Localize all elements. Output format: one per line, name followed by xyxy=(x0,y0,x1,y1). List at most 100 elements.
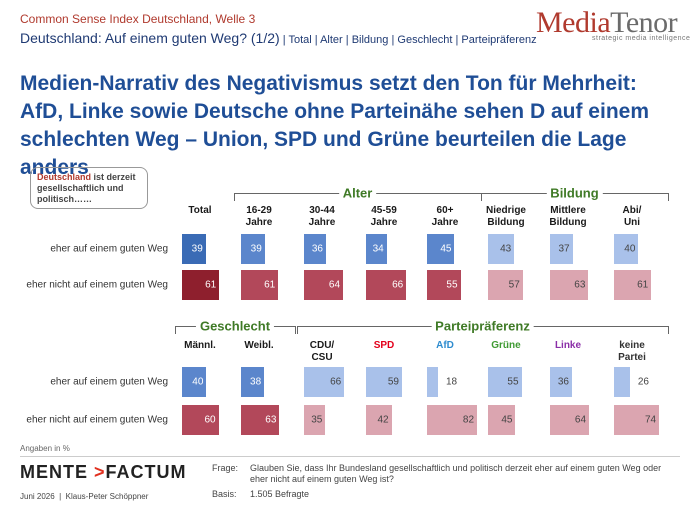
column-header: Niedrige Bildung xyxy=(485,205,526,228)
column-header: Mittlere Bildung xyxy=(549,205,587,228)
logo: MediaTenor xyxy=(536,6,678,40)
value-label: 39 xyxy=(191,243,203,255)
nav: | Total | Alter | Bildung | Geschlecht |… xyxy=(280,34,537,46)
column-header: Linke xyxy=(554,340,582,351)
column-header: Total xyxy=(188,205,212,216)
column-header: 16-29 Jahre xyxy=(245,205,273,228)
group-bracket-end xyxy=(175,326,176,334)
group-label: Geschlecht xyxy=(195,318,275,334)
question-label: Frage: xyxy=(212,463,239,473)
column-header: AfD xyxy=(436,340,454,351)
speech-bubble: Deutschland ist derzeit gesellschaftlich… xyxy=(30,167,148,209)
bar xyxy=(488,234,515,264)
subtitle-row: Deutschland: Auf einem guten Weg? (1/2) … xyxy=(20,30,537,46)
bar xyxy=(427,234,455,264)
bar xyxy=(182,270,220,300)
bar xyxy=(182,234,206,264)
logo-tagline: strategic media intelligence xyxy=(592,35,691,42)
bar xyxy=(550,270,589,300)
bar xyxy=(614,367,630,397)
nav-separator: | xyxy=(279,34,289,46)
bar xyxy=(488,405,516,435)
headline: Medien-Narrativ des Negativismus setzt d… xyxy=(20,70,700,182)
subtitle: Deutschland: Auf einem guten Weg? (1/2) xyxy=(20,30,280,46)
unit-note: Angaben in % xyxy=(20,444,70,453)
nav-separator: | xyxy=(452,34,462,46)
bar xyxy=(488,367,522,397)
value-label: 55 xyxy=(446,279,458,291)
bar xyxy=(241,234,265,264)
nav-item[interactable]: Total xyxy=(288,34,312,46)
row-label: eher nicht auf einem guten Weg xyxy=(26,279,168,291)
brand: MENTE >FACTUM xyxy=(20,462,187,483)
column-header: 45-59 Jahre xyxy=(370,205,398,228)
column-header: 60+ Jahre xyxy=(431,205,459,228)
bar xyxy=(304,234,326,264)
bar xyxy=(304,270,344,300)
column-header: 30-44 Jahre xyxy=(308,205,336,228)
value-label: 40 xyxy=(192,376,204,388)
bar xyxy=(614,270,652,300)
bar xyxy=(614,234,639,264)
value-label: 59 xyxy=(387,376,399,388)
value-label: 66 xyxy=(330,376,342,388)
nav-item[interactable]: Geschlecht xyxy=(397,34,453,46)
row-label: eher nicht auf einem guten Weg xyxy=(26,414,168,426)
bar xyxy=(241,405,280,435)
bar xyxy=(182,367,207,397)
column-header: Grüne xyxy=(491,340,521,351)
date-author: Juni 2026 | Klaus-Peter Schöppner xyxy=(20,492,149,501)
bubble-text: ist derzeit gesellschaftlich und politis… xyxy=(37,172,136,204)
brand-part: FACTUM xyxy=(105,462,187,482)
basis: 1.505 Befragte xyxy=(250,489,310,499)
value-label: 36 xyxy=(557,376,569,388)
bar xyxy=(550,405,590,435)
nav-item[interactable]: Parteipräferenz xyxy=(461,34,537,46)
bar xyxy=(366,367,402,397)
row-label: eher auf einem guten Weg xyxy=(50,243,168,255)
group-bracket-end xyxy=(481,193,482,201)
bar xyxy=(427,405,478,435)
headline-line: Medien-Narrativ des Negativismus setzt d… xyxy=(20,72,637,95)
value-label: 43 xyxy=(500,243,512,255)
bar xyxy=(550,367,572,397)
value-label: 36 xyxy=(311,243,323,255)
value-label: 40 xyxy=(624,243,636,255)
bar xyxy=(304,367,345,397)
value-label: 35 xyxy=(311,414,323,426)
brand-part: MENTE xyxy=(20,462,88,482)
value-label: 42 xyxy=(377,414,389,426)
group-bracket-end xyxy=(234,193,235,201)
bar xyxy=(241,367,265,397)
group-label: Bildung xyxy=(546,185,603,201)
bar xyxy=(427,270,461,300)
nav-separator: | xyxy=(342,34,352,46)
value-label: 26 xyxy=(637,376,649,388)
value-label: 38 xyxy=(250,376,262,388)
logo-part: Media xyxy=(536,6,611,39)
bar xyxy=(550,234,573,264)
separator xyxy=(20,456,680,457)
value-label: 57 xyxy=(508,279,520,291)
bar xyxy=(366,405,392,435)
nav-item[interactable]: Alter xyxy=(320,34,343,46)
value-label: 45 xyxy=(440,243,452,255)
nav-item[interactable]: Bildung xyxy=(351,34,389,46)
value-label: 64 xyxy=(574,414,587,426)
column-header: Weibl. xyxy=(244,340,274,351)
column-header: CDU/ CSU xyxy=(309,340,335,363)
kicker: Common Sense Index Deutschland, Welle 3 xyxy=(20,12,256,26)
value-label: 18 xyxy=(445,376,458,388)
value-label: 39 xyxy=(250,243,262,255)
nav-separator: | xyxy=(388,34,398,46)
bar xyxy=(427,367,438,397)
bubble-highlight: Deutschland xyxy=(37,172,92,182)
bar xyxy=(614,405,660,435)
bar xyxy=(241,270,279,300)
value-label: 63 xyxy=(265,414,277,426)
column-header: Abi/ Uni xyxy=(622,205,642,228)
value-label: 61 xyxy=(637,279,649,291)
bar xyxy=(366,270,407,300)
bar xyxy=(182,405,219,435)
